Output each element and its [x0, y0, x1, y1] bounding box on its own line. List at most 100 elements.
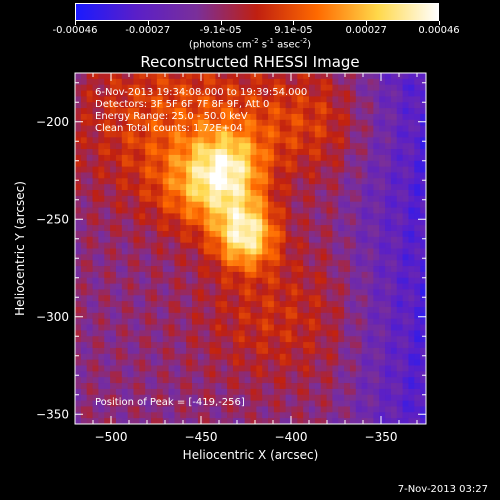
heatmap-cell — [180, 84, 187, 91]
heatmap-cell — [373, 108, 380, 115]
heatmap-cell — [180, 154, 187, 162]
heatmap-cell — [344, 324, 351, 331]
heatmap-cell — [396, 342, 403, 349]
heatmap-cell — [420, 365, 427, 372]
heatmap-cell — [168, 219, 175, 226]
heatmap-cell — [303, 149, 310, 156]
heatmap-cell — [320, 289, 327, 296]
heatmap-cell — [232, 347, 240, 355]
heatmap-cell — [151, 102, 158, 109]
heatmap-cell — [209, 119, 216, 127]
heatmap-cell — [250, 406, 257, 413]
heatmap-cell — [361, 330, 368, 337]
heatmap-cell — [92, 207, 99, 214]
heatmap-cell — [180, 266, 187, 273]
heatmap-cell — [355, 137, 363, 144]
heatmap-cell — [115, 119, 123, 127]
heatmap-cell — [186, 195, 193, 203]
heatmap-cell — [238, 73, 246, 80]
heatmap-cell — [338, 295, 345, 302]
heatmap-cell — [396, 307, 403, 314]
heatmap-cell — [420, 207, 427, 214]
heatmap-cell — [355, 213, 363, 220]
heatmap-cell — [420, 236, 427, 244]
heatmap-cell — [209, 412, 216, 419]
heatmap-cell — [121, 412, 129, 419]
heatmap-cell — [209, 184, 216, 191]
heatmap-cell — [309, 412, 316, 419]
heatmap-cell — [133, 96, 140, 103]
x-tick-label: −450 — [185, 430, 218, 444]
heatmap-cell — [110, 254, 117, 261]
heatmap-cell — [139, 119, 146, 127]
heatmap-cell — [215, 271, 222, 279]
heatmap-cell — [80, 330, 88, 337]
heatmap-cell — [420, 119, 427, 127]
heatmap-cell — [355, 371, 363, 378]
heatmap-cell — [367, 113, 374, 121]
heatmap-cell — [156, 371, 164, 378]
heatmap-cell — [332, 84, 339, 91]
heatmap-cell — [385, 353, 392, 361]
heatmap-cell — [227, 266, 234, 273]
heatmap-cell — [349, 84, 357, 91]
heatmap-cell — [344, 84, 351, 91]
heatmap-cell — [279, 108, 286, 115]
heatmap-cell — [209, 359, 216, 366]
heatmap-cell — [232, 73, 240, 80]
heatmap-cell — [396, 172, 403, 179]
heatmap-cell — [232, 184, 240, 191]
heatmap-cell — [367, 125, 374, 132]
heatmap-cell — [145, 143, 152, 150]
heatmap-cell — [209, 254, 216, 261]
heatmap-cell — [367, 248, 374, 255]
heatmap-cell — [98, 90, 105, 97]
heatmap-cell — [92, 307, 99, 314]
heatmap-cell — [291, 260, 298, 267]
heatmap-cell — [104, 137, 111, 144]
heatmap-cell — [192, 418, 199, 425]
y-tick-label: −350 — [36, 407, 69, 421]
heatmap-cell — [244, 271, 251, 279]
heatmap-cell — [309, 330, 316, 337]
heatmap-cell — [238, 90, 246, 97]
heatmap-cell — [162, 406, 169, 413]
heatmap-cell — [268, 371, 275, 378]
heatmap-cell — [197, 96, 205, 103]
heatmap-cell — [379, 418, 386, 425]
heatmap-cell — [86, 359, 93, 366]
heatmap-cell — [291, 394, 298, 401]
heatmap-cell — [115, 406, 123, 413]
heatmap-cell — [192, 125, 199, 132]
heatmap-cell — [390, 125, 398, 132]
heatmap-cell — [244, 254, 251, 261]
heatmap-cell — [314, 225, 322, 232]
heatmap-cell — [75, 166, 82, 173]
heatmap-cell — [262, 412, 269, 419]
heatmap-cell — [303, 125, 310, 132]
heatmap-cell — [110, 143, 117, 150]
heatmap-cell — [86, 154, 93, 162]
heatmap-cell — [174, 149, 181, 156]
heatmap-cell — [303, 190, 310, 197]
heatmap-cell — [279, 143, 286, 150]
heatmap-cell — [402, 383, 409, 390]
heatmap-cell — [98, 359, 105, 366]
heatmap-cell — [338, 213, 345, 220]
heatmap-cell — [268, 388, 275, 396]
heatmap-cell — [355, 336, 363, 343]
heatmap-cell — [396, 213, 403, 220]
heatmap-cell — [361, 371, 368, 378]
heatmap-cell — [367, 143, 374, 150]
heatmap-cell — [367, 347, 374, 355]
heatmap-cell — [98, 166, 105, 173]
heatmap-cell — [133, 137, 140, 144]
heatmap-cell — [174, 84, 181, 91]
heatmap-cell — [285, 412, 292, 419]
heatmap-cell — [215, 113, 222, 121]
heatmap-cell — [379, 73, 386, 80]
heatmap-cell — [420, 318, 427, 325]
heatmap-cell — [145, 412, 152, 419]
heatmap-cell — [192, 406, 199, 413]
heatmap-cell — [314, 307, 322, 314]
